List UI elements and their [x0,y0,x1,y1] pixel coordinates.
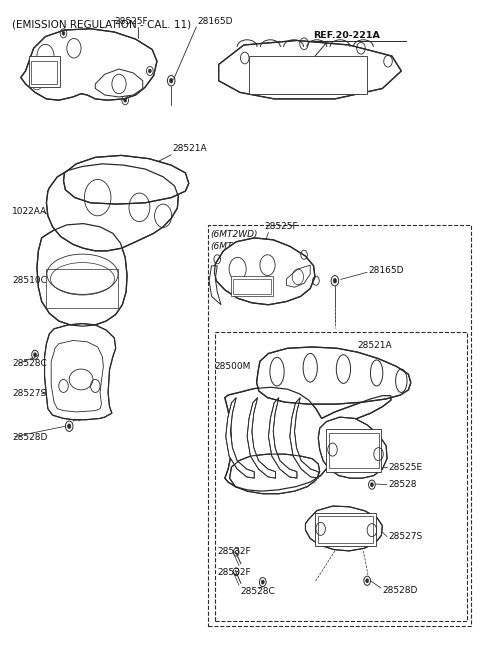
Text: 28527S: 28527S [12,389,47,398]
Bar [233,280,271,293]
Bar [208,225,471,626]
Circle shape [169,79,173,83]
Circle shape [261,580,264,584]
Text: 28528D: 28528D [12,434,48,442]
Circle shape [124,98,127,102]
Bar [315,514,376,546]
Text: 28528C: 28528C [12,359,47,367]
Bar [329,433,379,468]
Text: 1022AA: 1022AA [12,208,48,216]
Text: 28500M: 28500M [214,362,250,371]
Bar [47,269,118,308]
Polygon shape [37,223,127,326]
Text: 28532F: 28532F [217,569,251,578]
Polygon shape [290,398,318,478]
Circle shape [62,31,65,35]
Polygon shape [225,387,391,491]
Bar [216,332,467,621]
Text: (6MT2WD): (6MT2WD) [211,229,258,238]
Polygon shape [268,398,297,478]
Bar [318,516,373,543]
Polygon shape [229,454,320,494]
Polygon shape [63,155,189,204]
Polygon shape [226,398,254,478]
Text: (EMISSION REGULATION - CAL. 11): (EMISSION REGULATION - CAL. 11) [12,19,192,29]
Polygon shape [247,398,276,478]
Circle shape [52,216,56,221]
Bar [29,56,60,87]
Text: 28532F: 28532F [217,547,251,556]
Bar [230,276,273,296]
Polygon shape [318,417,387,478]
Circle shape [333,278,336,283]
Polygon shape [45,324,116,420]
Polygon shape [287,265,310,288]
Text: 28528D: 28528D [383,586,418,595]
Text: 28521A: 28521A [173,145,207,153]
Circle shape [148,69,151,73]
Bar [250,56,367,94]
Text: 28165D: 28165D [197,16,233,26]
Polygon shape [21,29,157,100]
Text: REF.20-221A: REF.20-221A [313,31,381,41]
Text: 28525F: 28525F [264,223,298,231]
Text: (6MT4WD): (6MT4WD) [211,242,258,251]
Circle shape [68,424,71,428]
Polygon shape [215,238,315,305]
Text: 28528C: 28528C [240,588,275,596]
Text: 28165D: 28165D [368,266,404,275]
Polygon shape [209,266,221,305]
Circle shape [34,353,36,357]
Text: 28510C: 28510C [12,276,47,285]
Text: 28525F: 28525F [114,16,148,26]
Polygon shape [257,347,411,404]
Text: 28527S: 28527S [388,532,422,541]
Polygon shape [305,506,383,551]
Polygon shape [96,69,143,97]
Circle shape [371,483,373,487]
Polygon shape [219,41,401,99]
Text: 28525E: 28525E [388,462,422,472]
Bar [31,60,57,84]
Circle shape [366,579,369,583]
Polygon shape [47,164,179,251]
Text: 28528: 28528 [388,480,417,489]
Bar [326,430,381,472]
Text: 28521A: 28521A [358,341,392,350]
